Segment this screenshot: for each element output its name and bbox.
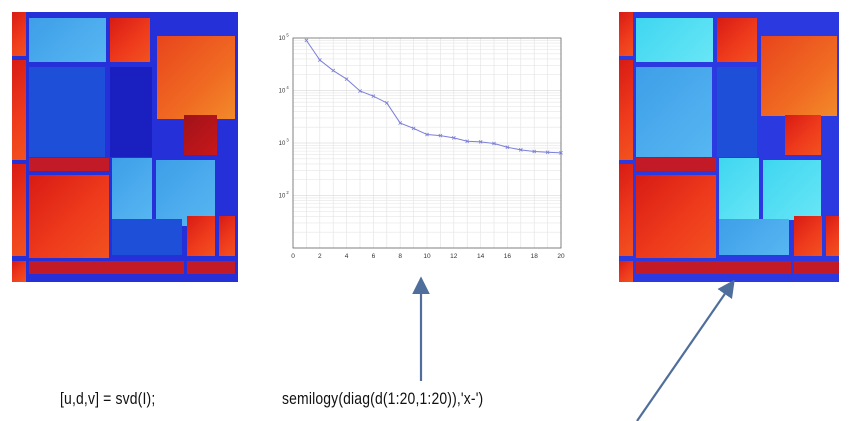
semilogy-code-label: semilogy(diag(d(1:20,1:20)),'x-') [282,389,484,408]
data-point-marker [559,150,563,155]
y-tick-label: 10 [279,36,286,42]
x-tick-label: 10 [423,253,431,260]
series-line [305,40,562,154]
data-point-marker [317,58,322,62]
data-point-marker [371,94,376,99]
data-point-marker [545,150,550,155]
x-tick-label: 20 [557,253,565,260]
data-point-marker [518,147,523,152]
data-point-marker [425,132,429,137]
x-tick-label: 18 [531,253,539,260]
x-tick-label: 0 [291,253,295,260]
data-point-marker [304,38,309,43]
data-point-marker [384,101,389,105]
data-markers [304,38,563,155]
data-point-marker [478,140,483,144]
x-tick-label: 4 [345,253,349,260]
y-tick-label: 10 [279,141,286,147]
reconstructed-image [619,12,839,282]
x-tick-label: 8 [398,253,402,260]
data-point-marker [532,149,537,154]
x-tick-label: 14 [477,253,485,260]
y-tick-exponent: 2 [286,190,289,195]
y-tick-label: 10 [279,89,286,95]
data-point-marker [344,77,349,81]
original-image [12,12,238,282]
x-tick-label: 12 [450,253,458,260]
arrow-to-reconstruction [636,279,735,421]
data-point-marker [465,139,470,144]
x-axis-ticks: 0 2 4 6 8 10 12 14 16 18 20 [291,253,565,260]
svd-code-label: [u,d,v] = svd(I); [60,389,156,408]
y-tick-exponent: 3 [286,138,289,143]
data-point-marker [331,68,336,73]
data-point-marker [492,141,496,146]
x-tick-label: 16 [504,253,512,260]
chart-grid [292,38,562,249]
data-point-marker [398,121,403,125]
y-tick-label: 10 [279,194,286,200]
x-tick-label: 2 [318,253,322,260]
plot-area [292,37,562,249]
data-point-marker [411,126,416,131]
y-tick-exponent: 4 [286,85,289,90]
data-point-marker [438,133,443,138]
data-point-marker [505,145,510,150]
x-tick-label: 6 [372,253,376,260]
y-tick-exponent: 5 [286,33,289,38]
data-point-marker [358,89,362,93]
data-point-marker [451,136,456,140]
